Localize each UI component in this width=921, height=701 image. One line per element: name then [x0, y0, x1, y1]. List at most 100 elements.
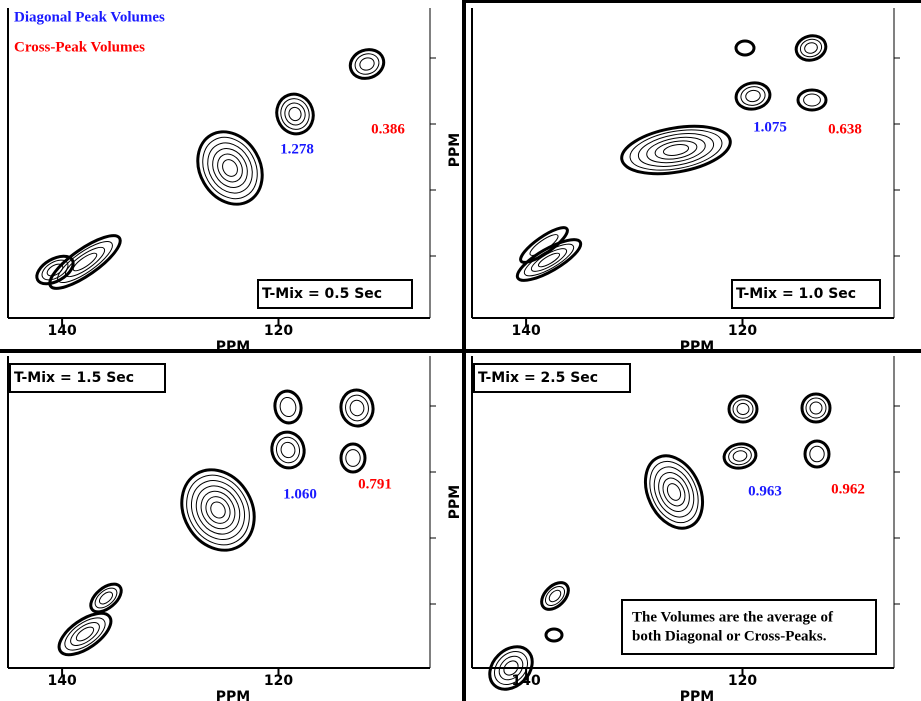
contour [205, 496, 231, 524]
contour [41, 259, 69, 281]
contour [722, 442, 758, 470]
contour [646, 136, 706, 164]
contour [217, 153, 243, 183]
contour [805, 397, 827, 419]
contour [732, 450, 748, 462]
contour [654, 140, 698, 160]
contour [270, 430, 306, 470]
note-line: The Volumes are the average of [632, 609, 834, 625]
contour [207, 142, 253, 194]
label-box [731, 279, 881, 309]
contour [57, 611, 113, 657]
panel-label: T-Mix = 0.5 Sec [262, 286, 382, 302]
contour [202, 136, 258, 200]
contour [649, 460, 699, 524]
panel: 140 120 PPM PPM T-Mix = 1.5 Sec 1.060 0.791 [7, 356, 463, 701]
contour [799, 38, 823, 58]
label-box [473, 363, 631, 393]
contour [348, 48, 386, 80]
contour [732, 399, 754, 419]
contour [190, 480, 246, 540]
contour [658, 472, 690, 512]
contour [345, 449, 361, 467]
contour [75, 626, 95, 642]
contour [212, 148, 248, 188]
x-tick-label: 140 [47, 323, 76, 339]
contour [279, 396, 297, 418]
contour [354, 53, 380, 75]
contour [736, 402, 750, 416]
contour [280, 441, 296, 459]
contour [503, 660, 519, 676]
contour [662, 144, 690, 156]
contour [488, 645, 534, 691]
contour [548, 589, 562, 603]
contour [98, 591, 114, 605]
x-tick-label: 120 [264, 673, 293, 689]
contour [186, 474, 250, 546]
contour [800, 392, 832, 424]
contour [666, 483, 682, 501]
label-box [257, 279, 413, 309]
value-label: 0.638 [828, 121, 862, 137]
value-label: 1.075 [753, 119, 787, 135]
panel: 140 120 PPM PPM T-Mix = 0.5 Sec 1.278 Diagonal… [7, 8, 463, 355]
contour [273, 389, 303, 425]
contour [653, 466, 695, 518]
contour [284, 102, 306, 126]
value-label: 1.278 [280, 141, 314, 157]
contour [794, 34, 828, 62]
contour [727, 394, 759, 424]
panel-label: T-Mix = 1.0 Sec [736, 286, 856, 302]
contour [728, 446, 752, 466]
y-axis-label: PPM [447, 485, 463, 519]
contour [359, 57, 375, 71]
contour [544, 627, 564, 643]
contour [740, 86, 766, 106]
contour [745, 89, 761, 103]
x-axis-label: PPM [680, 689, 714, 701]
note-box [621, 599, 877, 655]
x-tick-label: 140 [511, 323, 540, 339]
contour [637, 133, 715, 167]
contour [734, 81, 772, 111]
contour [734, 39, 756, 57]
contour [195, 485, 241, 535]
panel-label: T-Mix = 2.5 Sec [478, 370, 598, 386]
contour [349, 399, 365, 417]
contour [809, 401, 823, 415]
value-label: 0.386 [371, 121, 405, 137]
contour [662, 477, 686, 507]
contour [200, 490, 236, 530]
value-label: 0.963 [748, 483, 782, 499]
contour [540, 581, 570, 611]
contour [537, 252, 561, 268]
x-tick-label: 140 [47, 673, 76, 689]
top-border [466, 0, 921, 3]
legend-entry: Cross-Peak Volumes [14, 39, 145, 55]
note-line: both Diagonal or Cross-Peaks. [632, 628, 827, 644]
contour [339, 388, 375, 428]
x-tick-label: 120 [728, 673, 757, 689]
divider-horizontal [0, 349, 921, 353]
x-tick-label: 120 [264, 323, 293, 339]
contour [515, 238, 583, 282]
value-label: 0.962 [831, 481, 865, 497]
contour [72, 252, 98, 272]
contour [544, 585, 566, 607]
contour [196, 130, 264, 206]
contour [48, 234, 122, 290]
contour [64, 617, 106, 651]
contour [620, 124, 732, 176]
contour [339, 442, 367, 474]
contour [494, 651, 528, 685]
contour [643, 454, 705, 530]
x-axis-label: PPM [216, 689, 250, 701]
contour [809, 445, 825, 463]
contour [803, 93, 821, 107]
contour [222, 159, 238, 177]
x-axis-label: PPM [680, 339, 714, 355]
contour [89, 582, 123, 614]
x-tick-label: 120 [728, 323, 757, 339]
